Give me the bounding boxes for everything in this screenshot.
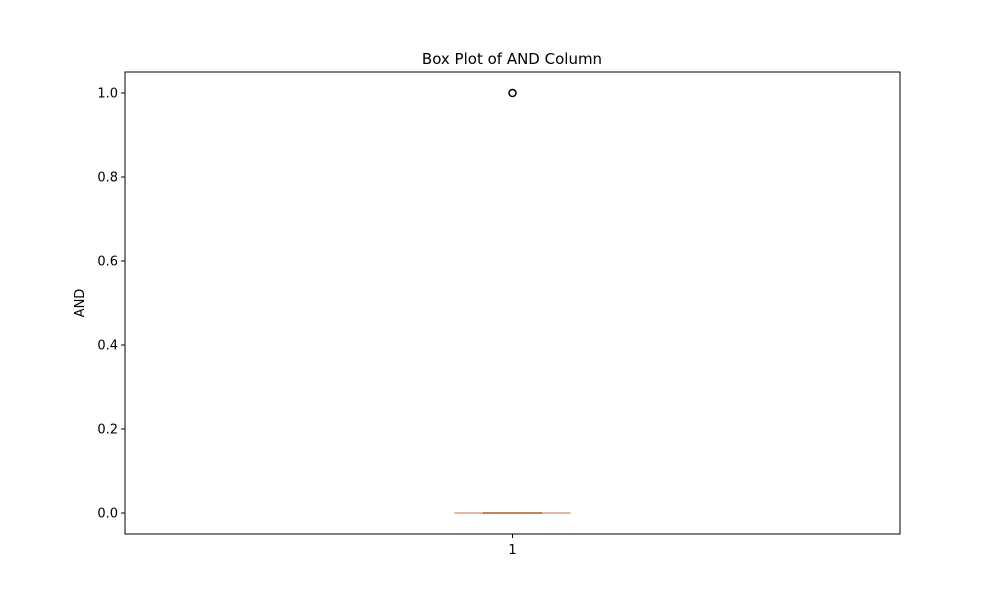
- y-tick-label: 0.6: [97, 255, 118, 270]
- x-tick-label: 1: [508, 543, 516, 558]
- plot-area: 0.0 0.2 0.4 0.6 0.8 1.0 1: [97, 87, 571, 558]
- y-tick-label: 0.2: [97, 423, 118, 438]
- chart-title: Box Plot of AND Column: [422, 50, 602, 68]
- y-axis-label: AND: [73, 289, 88, 318]
- outlier-point: [508, 88, 517, 98]
- y-tick-label: 0.4: [97, 339, 118, 354]
- y-tick-label: 0.0: [97, 507, 118, 522]
- y-tick-label: 1.0: [97, 87, 118, 102]
- plot-frame: [124, 71, 901, 535]
- y-tick-label: 0.8: [97, 171, 118, 186]
